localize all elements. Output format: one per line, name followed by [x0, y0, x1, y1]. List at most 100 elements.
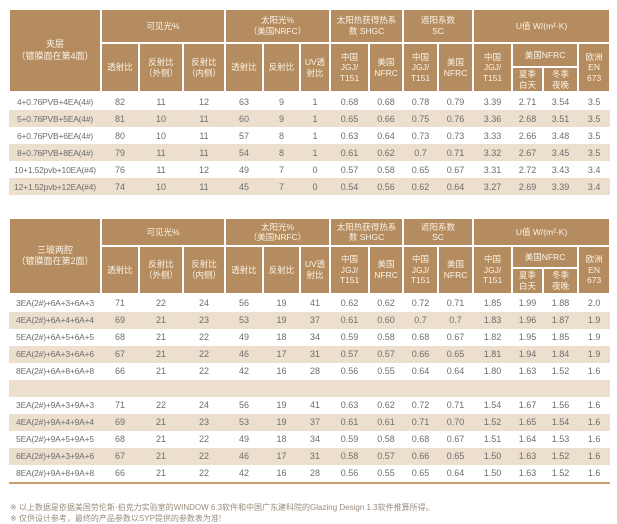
- value-cell: 0.68: [369, 92, 404, 111]
- col-group-sc: 遮阳系数 SC: [402, 8, 475, 44]
- value-cell: 3.48: [543, 127, 579, 145]
- col-solar-reflectance: 反射比: [262, 245, 301, 295]
- col-solar-reflectance: 反射比: [262, 41, 301, 94]
- value-cell: 1.51: [473, 430, 513, 448]
- value-cell: 22: [183, 447, 225, 465]
- value-cell: 0: [300, 178, 331, 196]
- value-cell: 1.50: [473, 464, 513, 483]
- table-row: 6EA(2#)+6A+3+6A+6 67 21 22 46 17 31 0.57 0.57 0.6…: [9, 345, 611, 363]
- glass-configuration: 5EA(2#)+9A+5+9A+5: [9, 430, 101, 448]
- value-cell: 1.56: [543, 396, 579, 414]
- value-cell: 22: [183, 362, 225, 380]
- table-row: 8+0.76PVB+8EA(4#) 79 11 11 54 8 1 0.61 0.62 0.7 0.…: [9, 144, 611, 162]
- value-cell: 1.52: [543, 464, 579, 483]
- table-row: 12+1.52pvb+12EA(#4) 74 10 11 45 7 0 0.54 0.56 0.6…: [9, 178, 611, 196]
- value-cell: 79: [101, 144, 139, 162]
- value-cell: 0.71: [438, 293, 474, 312]
- col-group-uvalue: U值 W/(m²·K): [472, 217, 612, 248]
- glass-configuration: 4+0.76PVB+4EA(4#): [9, 92, 101, 111]
- value-cell: 0.73: [403, 127, 439, 145]
- value-cell: 11: [183, 178, 225, 196]
- value-cell: 3.4: [578, 178, 611, 196]
- group-separator-cell: [9, 379, 611, 397]
- glass-configuration: 6+0.76PVB+6EA(4#): [9, 127, 101, 145]
- value-cell: 1.6: [578, 464, 611, 483]
- value-cell: 2.69: [512, 178, 544, 196]
- value-cell: 0.65: [330, 110, 370, 128]
- col-group-sc: 遮阳系数 SC: [402, 217, 475, 248]
- table-title: 夹层 （镀膜面在第4面）: [8, 7, 102, 94]
- col-sc-china: 中国 JGJ/ T151: [402, 41, 440, 94]
- value-cell: 34: [300, 328, 331, 346]
- value-cell: 0: [300, 161, 331, 179]
- value-cell: 1: [300, 144, 331, 162]
- value-cell: 0.7: [403, 144, 439, 162]
- value-cell: 67: [101, 345, 139, 363]
- value-cell: 0.64: [438, 362, 474, 380]
- table-header: 夹层 （镀膜面在第4面） 可见光% 太阳光% （美国NRFC） 太阳热获得热系 …: [8, 7, 612, 94]
- value-cell: 1.83: [473, 311, 513, 329]
- table-row: 10+1.52pvb+10EA(#4) 76 11 12 49 7 0 0.57 0.58 0.6…: [9, 161, 611, 179]
- value-cell: 3.5: [578, 92, 611, 111]
- value-cell: 17: [263, 447, 300, 465]
- value-cell: 0.58: [369, 430, 404, 448]
- value-cell: 1.82: [473, 328, 513, 346]
- table-row: 3EA(2#)+6A+3+6A+3 71 22 24 56 19 41 0.62 0.62 0.7…: [9, 293, 611, 312]
- laminated-glass-rows: 4+0.76PVB+4EA(4#) 82 11 12 63 9 1 0.68 0.68 0.78 0…: [9, 92, 611, 196]
- col-group-u-us-nfrc: 美国NFRC: [511, 42, 580, 68]
- value-cell: 23: [183, 413, 225, 431]
- table-row: 6EA(2#)+9A+3+9A+6 67 21 22 46 17 31 0.58 0.57 0.6…: [9, 447, 611, 465]
- value-cell: 76: [101, 161, 139, 179]
- value-cell: 0.71: [438, 396, 474, 414]
- col-shgc-us: 美国 NFRC: [368, 41, 405, 94]
- value-cell: 42: [225, 362, 263, 380]
- value-cell: 7: [263, 178, 300, 196]
- footnote-source: ※ 以上数据是依据美国劳伦斯·伯克力实验室的WINDOW 6.3软件和中国广东建…: [10, 502, 434, 512]
- value-cell: 11: [183, 144, 225, 162]
- value-cell: 21: [139, 328, 183, 346]
- value-cell: 0.63: [330, 396, 370, 414]
- value-cell: 0.65: [438, 345, 474, 363]
- value-cell: 0.59: [330, 430, 370, 448]
- footnotes: ※ 以上数据是依据美国劳伦斯·伯克力实验室的WINDOW 6.3软件和中国广东建…: [8, 502, 609, 524]
- value-cell: 2.66: [512, 127, 544, 145]
- col-shgc-china: 中国 JGJ/ T151: [329, 245, 371, 295]
- value-cell: 1.6: [578, 447, 611, 465]
- value-cell: 3.54: [543, 92, 579, 111]
- col-u-china: 中国 JGJ/ T151: [472, 245, 514, 295]
- value-cell: 3.4: [578, 161, 611, 179]
- table-row: 4EA(2#)+6A+4+6A+4 69 21 23 53 19 37 0.61 0.60 0.7…: [9, 311, 611, 329]
- value-cell: 0.68: [403, 328, 439, 346]
- col-reflectance-outside: 反射比 （外侧）: [138, 41, 184, 94]
- value-cell: 19: [263, 293, 300, 312]
- glass-configuration: 6EA(2#)+6A+3+6A+6: [9, 345, 101, 363]
- value-cell: 1.54: [543, 413, 579, 431]
- glass-configuration: 8+0.76PVB+8EA(4#): [9, 144, 101, 162]
- value-cell: 21: [139, 430, 183, 448]
- footnote-disclaimer: ※ 仅供设计参考，最终的产品参数以SYP提供的参数表为准!: [10, 513, 222, 523]
- value-cell: 1.6: [578, 396, 611, 414]
- value-cell: 0.71: [438, 144, 474, 162]
- value-cell: 0.68: [330, 92, 370, 111]
- value-cell: 68: [101, 430, 139, 448]
- value-cell: 34: [300, 430, 331, 448]
- value-cell: 3.43: [543, 161, 579, 179]
- value-cell: 22: [139, 396, 183, 414]
- value-cell: 0.56: [330, 464, 370, 483]
- value-cell: 1.6: [578, 362, 611, 380]
- value-cell: 3.27: [473, 178, 513, 196]
- value-cell: 1.63: [512, 464, 544, 483]
- value-cell: 0.57: [330, 345, 370, 363]
- value-cell: 1.63: [512, 362, 544, 380]
- value-cell: 0.78: [403, 92, 439, 111]
- value-cell: 56: [225, 396, 263, 414]
- value-cell: 0.79: [438, 92, 474, 111]
- value-cell: 0.65: [438, 447, 474, 465]
- value-cell: 22: [183, 328, 225, 346]
- value-cell: 46: [225, 345, 263, 363]
- value-cell: 1.9: [578, 328, 611, 346]
- value-cell: 0.65: [403, 464, 439, 483]
- value-cell: 2.0: [578, 293, 611, 312]
- value-cell: 0.66: [403, 447, 439, 465]
- value-cell: 1.9: [578, 311, 611, 329]
